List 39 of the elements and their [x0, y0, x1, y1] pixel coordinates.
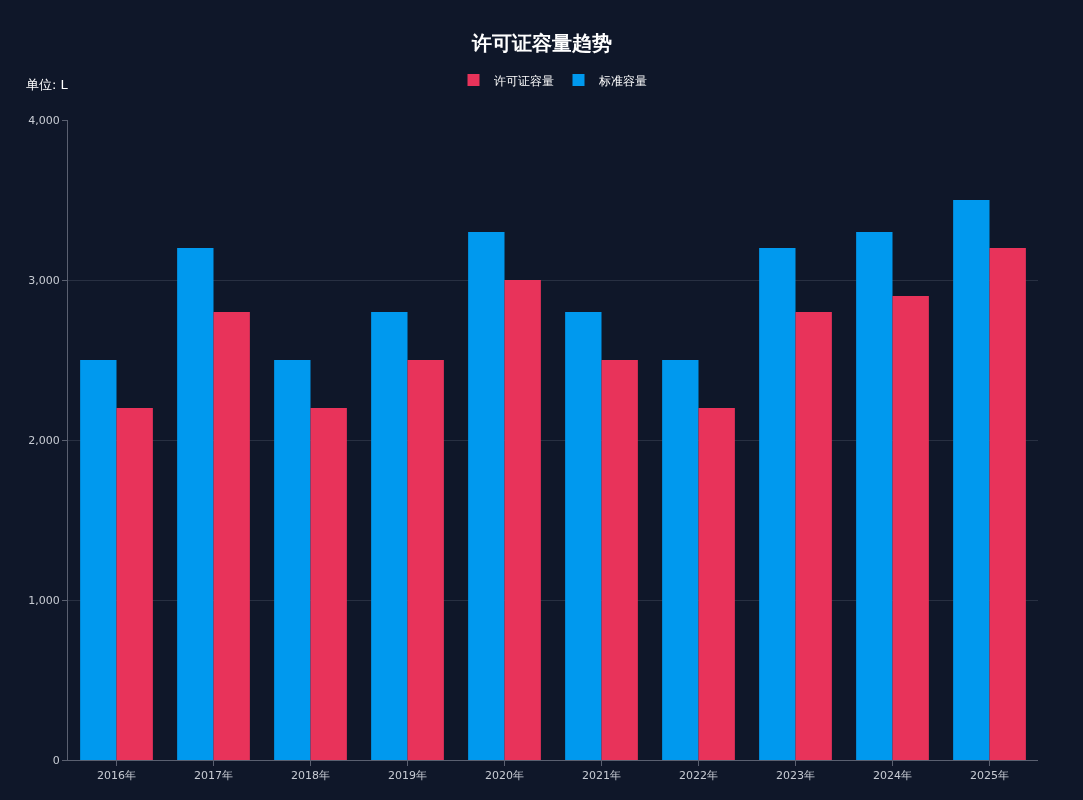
x-tick-label: 2025年: [970, 769, 1009, 783]
bar: [177, 248, 214, 760]
y-tick-label: 2,000: [28, 433, 60, 447]
y-tick-label: 3,000: [28, 273, 60, 287]
bar: [759, 248, 796, 760]
bar: [856, 232, 893, 760]
bar: [504, 280, 541, 760]
bar: [565, 312, 602, 760]
text: 单位: L: [26, 77, 69, 92]
bar: [371, 312, 408, 760]
x-tick-label: 2016年: [97, 769, 136, 783]
legend-label: 许可证容量: [493, 73, 554, 88]
legend-label: 标准容量: [597, 73, 647, 88]
y-tick-label: 4,000: [28, 113, 60, 127]
bar: [274, 360, 311, 760]
bar: [80, 360, 117, 760]
x-tick-label: 2022年: [679, 769, 718, 783]
x-tick-label: 2019年: [388, 769, 427, 783]
bar: [698, 408, 735, 760]
chart-title: 许可证容量趋势: [470, 31, 612, 55]
x-tick-label: 2021年: [582, 769, 621, 783]
bar: [116, 408, 153, 760]
bar: [213, 312, 250, 760]
bar: [407, 360, 444, 760]
bar: [662, 360, 699, 760]
x-tick-label: 2017年: [194, 769, 233, 783]
bar: [892, 296, 929, 760]
x-tick-label: 2023年: [776, 769, 815, 783]
bar: [601, 360, 638, 760]
x-tick-label: 2018年: [291, 769, 330, 783]
bar: [989, 248, 1026, 760]
x-tick-label: 2024年: [873, 769, 912, 783]
x-tick-label: 2020年: [485, 769, 524, 783]
y-tick-label: 1,000: [28, 593, 60, 607]
bar: [310, 408, 347, 760]
bar: [795, 312, 832, 760]
bar: [468, 232, 505, 760]
y-tick-label: 0: [52, 753, 60, 767]
bar: [953, 200, 990, 760]
